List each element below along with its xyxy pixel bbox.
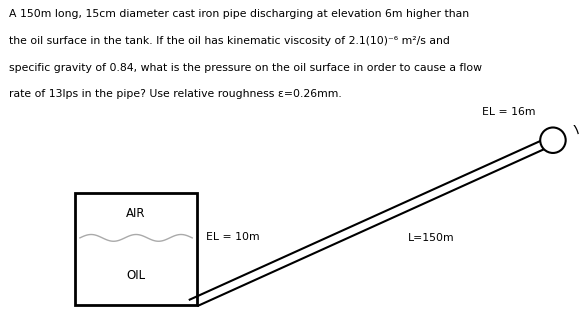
Text: rate of 13lps in the pipe? Use relative roughness ε=0.26mm.: rate of 13lps in the pipe? Use relative … xyxy=(9,89,342,99)
Text: the oil surface in the tank. If the oil has kinematic viscosity of 2.1(10)⁻⁶ m²/: the oil surface in the tank. If the oil … xyxy=(9,36,449,46)
Ellipse shape xyxy=(540,127,566,153)
Text: L=150m: L=150m xyxy=(408,233,455,243)
Text: OIL: OIL xyxy=(126,269,146,282)
Text: specific gravity of 0.84, what is the pressure on the oil surface in order to ca: specific gravity of 0.84, what is the pr… xyxy=(9,63,482,73)
Bar xyxy=(75,193,197,305)
Text: EL = 16m: EL = 16m xyxy=(482,107,536,117)
Text: AIR: AIR xyxy=(126,207,146,220)
Text: A 150m long, 15cm diameter cast iron pipe discharging at elevation 6m higher tha: A 150m long, 15cm diameter cast iron pip… xyxy=(9,9,469,19)
Text: EL = 10m: EL = 10m xyxy=(206,232,259,242)
